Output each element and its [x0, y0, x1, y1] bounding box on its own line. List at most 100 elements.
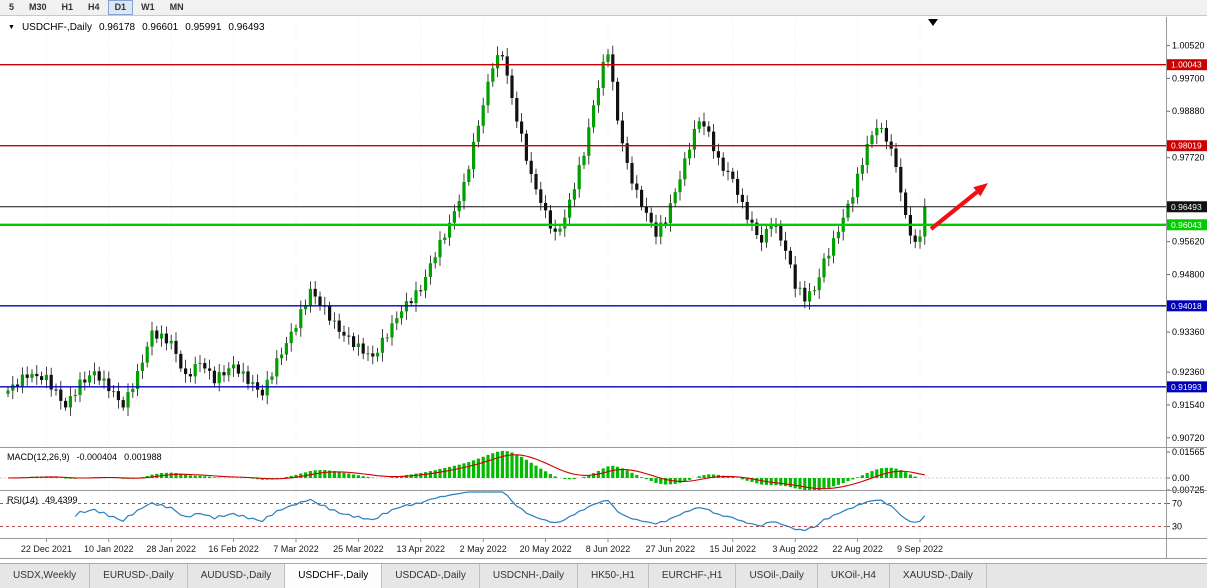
macd-bar	[424, 472, 428, 478]
candle-body	[798, 287, 802, 289]
price-badge	[1167, 140, 1207, 152]
candle-body	[414, 290, 418, 304]
candle-body	[712, 131, 716, 152]
macd-bar	[851, 478, 855, 480]
macd-bar	[548, 474, 552, 478]
candle-body	[256, 382, 260, 390]
macd-bar	[856, 477, 860, 478]
candle-body	[524, 133, 528, 161]
candle-body	[289, 331, 293, 344]
macd-bar	[169, 472, 173, 478]
chart-tab[interactable]: USDX,Weekly	[0, 564, 91, 588]
macd-bar	[481, 456, 485, 478]
candle-body	[793, 264, 797, 289]
candle-body	[361, 343, 365, 354]
macd-bar	[702, 475, 706, 478]
date-label: 8 Jun 2022	[586, 544, 631, 554]
candle-body	[616, 81, 620, 121]
candle-body	[20, 374, 24, 387]
rsi-line	[74, 491, 926, 532]
macd-bar	[769, 478, 773, 486]
candle-body	[246, 371, 250, 384]
macd-bar	[611, 465, 615, 478]
chart-tab[interactable]: AUDUSD-,Daily	[188, 564, 286, 588]
rsi-tick-label: 30	[1172, 522, 1182, 532]
macd-bar	[625, 470, 629, 478]
period-button-5[interactable]: 5	[9, 2, 15, 12]
macd-bar	[899, 470, 903, 478]
macd-bar	[476, 458, 480, 478]
chart-tab[interactable]: HK50-,H1	[578, 564, 649, 588]
macd-bar	[289, 475, 293, 478]
candle-body	[510, 75, 514, 98]
candle-body	[188, 374, 192, 377]
candle-body	[630, 162, 634, 184]
price-tick-label: 0.93360	[1172, 327, 1205, 337]
candle-body	[304, 305, 308, 310]
candle-body	[83, 379, 87, 383]
candle-body	[433, 257, 437, 264]
macd-bar	[563, 478, 567, 480]
candle-body	[625, 143, 629, 163]
period-button-d1[interactable]: D1	[107, 0, 134, 15]
macd-indicator-header: MACD(12,26,9) -0.000404 0.001988	[7, 452, 162, 462]
candle-body	[457, 201, 461, 212]
chart-tab[interactable]: USDCNH-,Daily	[480, 564, 578, 588]
candle-body	[822, 258, 826, 278]
macd-bar	[284, 476, 288, 478]
macd-bar	[467, 462, 471, 478]
price-badge-label: 0.98019	[1171, 141, 1202, 151]
ohlc-low: 0.95991	[185, 22, 222, 33]
macd-bar	[174, 472, 178, 478]
chart-tab[interactable]: EURCHF-,H1	[649, 564, 737, 588]
chart-tab[interactable]: USOil-,Daily	[736, 564, 818, 588]
symbol-dropdown-icon[interactable]: ▼	[8, 24, 15, 31]
candle-body	[515, 97, 519, 122]
candle-body	[918, 236, 922, 242]
candle-body	[745, 201, 749, 220]
candle-body	[92, 371, 96, 376]
chart-tab[interactable]: EURUSD-,Daily	[90, 564, 188, 588]
chart-tab[interactable]: USDCHF-,Daily	[285, 564, 383, 588]
trend-arrow[interactable]	[929, 190, 979, 231]
candle-body	[548, 210, 552, 229]
period-button-mn[interactable]: MN	[169, 2, 184, 12]
macd-tick-label: 0.01565	[1172, 447, 1205, 457]
macd-bar	[817, 478, 821, 490]
date-label: 15 Jul 2022	[710, 544, 757, 554]
chart-header: ▼ USDCHF-,Daily 0.96178 0.96601 0.95991 …	[8, 22, 265, 33]
candle-body	[126, 392, 130, 408]
chart-tab[interactable]: UKOil-,H4	[818, 564, 890, 588]
period-button-h4[interactable]: H4	[88, 2, 100, 12]
candle-body	[500, 55, 504, 57]
macd-bar	[505, 451, 509, 478]
candle-body	[913, 235, 917, 242]
candle-body	[644, 206, 648, 213]
period-button-w1[interactable]: W1	[141, 2, 155, 12]
candle-body	[659, 222, 663, 237]
period-button-m30[interactable]: M30	[29, 2, 47, 12]
date-label: 10 Jan 2022	[84, 544, 134, 554]
candle-body	[318, 296, 322, 306]
candle-body	[587, 127, 591, 156]
trend-arrow-head[interactable]	[973, 183, 988, 197]
macd-bar	[712, 474, 716, 478]
candle-body	[836, 231, 840, 239]
macd-bar	[860, 475, 864, 478]
candle-body	[452, 211, 456, 223]
candle-body	[582, 155, 586, 166]
macd-value-signal: 0.001988	[124, 452, 162, 462]
chart-tab[interactable]: USDCAD-,Daily	[382, 564, 480, 588]
candle-body	[260, 389, 264, 396]
candle-body	[208, 368, 212, 371]
candle-body	[721, 157, 725, 171]
candle-body	[668, 203, 672, 224]
period-button-h1[interactable]: H1	[61, 2, 74, 12]
candle-body	[59, 389, 63, 401]
candle-body	[702, 121, 706, 127]
price-badge	[1167, 59, 1207, 71]
price-tick-label: 0.94800	[1172, 270, 1205, 280]
macd-bar	[491, 453, 495, 478]
chart-tab[interactable]: XAUUSD-,Daily	[890, 564, 987, 588]
